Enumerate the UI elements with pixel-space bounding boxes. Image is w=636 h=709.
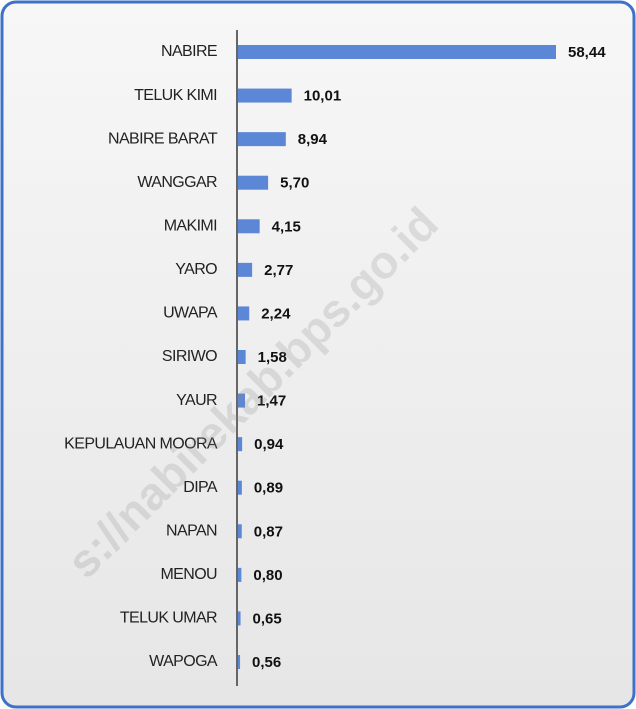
category-label: KEPULAUAN MOORA [64, 435, 218, 452]
bar [237, 132, 286, 147]
category-label: NABIRE BARAT [108, 130, 218, 147]
category-label: TELUK KIMI [134, 87, 217, 104]
bar [237, 45, 556, 59]
category-label: MENOU [160, 566, 217, 583]
category-label: TELUK UMAR [120, 610, 217, 627]
value-label: 58,44 [568, 44, 606, 61]
value-label: 0,56 [252, 654, 281, 671]
value-label: 5,70 [280, 175, 309, 192]
bar [237, 567, 242, 582]
bar [237, 88, 292, 103]
value-label: 1,58 [258, 349, 287, 366]
value-label: 0,65 [253, 610, 282, 627]
category-label: WANGGAR [137, 174, 217, 191]
category-label: UWAPA [163, 305, 218, 322]
category-label: WAPOGA [149, 653, 218, 670]
bar [237, 262, 253, 277]
bar [237, 175, 269, 190]
value-label: 10,01 [304, 88, 342, 105]
value-label: 0,80 [253, 567, 282, 584]
category-label: NABIRE [161, 43, 217, 60]
category-label: YAUR [176, 392, 217, 409]
value-label: 4,15 [272, 218, 301, 235]
value-label: 2,77 [264, 262, 293, 279]
bar [237, 393, 246, 408]
category-label: MAKIMI [164, 218, 217, 235]
bar [237, 306, 250, 321]
category-label: DIPA [183, 479, 218, 496]
bar [237, 480, 242, 495]
value-label: 0,94 [254, 436, 284, 453]
bar [237, 219, 260, 234]
value-label: 2,24 [261, 305, 291, 322]
value-label: 0,89 [254, 480, 283, 497]
category-label: NAPAN [166, 523, 217, 540]
bar [237, 655, 241, 669]
bar [237, 611, 241, 626]
value-label: 1,47 [257, 393, 286, 410]
value-label: 0,87 [254, 523, 283, 540]
value-label: 8,94 [298, 131, 328, 148]
bar [237, 350, 246, 364]
bar [237, 437, 243, 452]
category-label: YARO [175, 261, 217, 278]
bar [237, 524, 242, 539]
category-label: SIRIWO [162, 348, 217, 365]
